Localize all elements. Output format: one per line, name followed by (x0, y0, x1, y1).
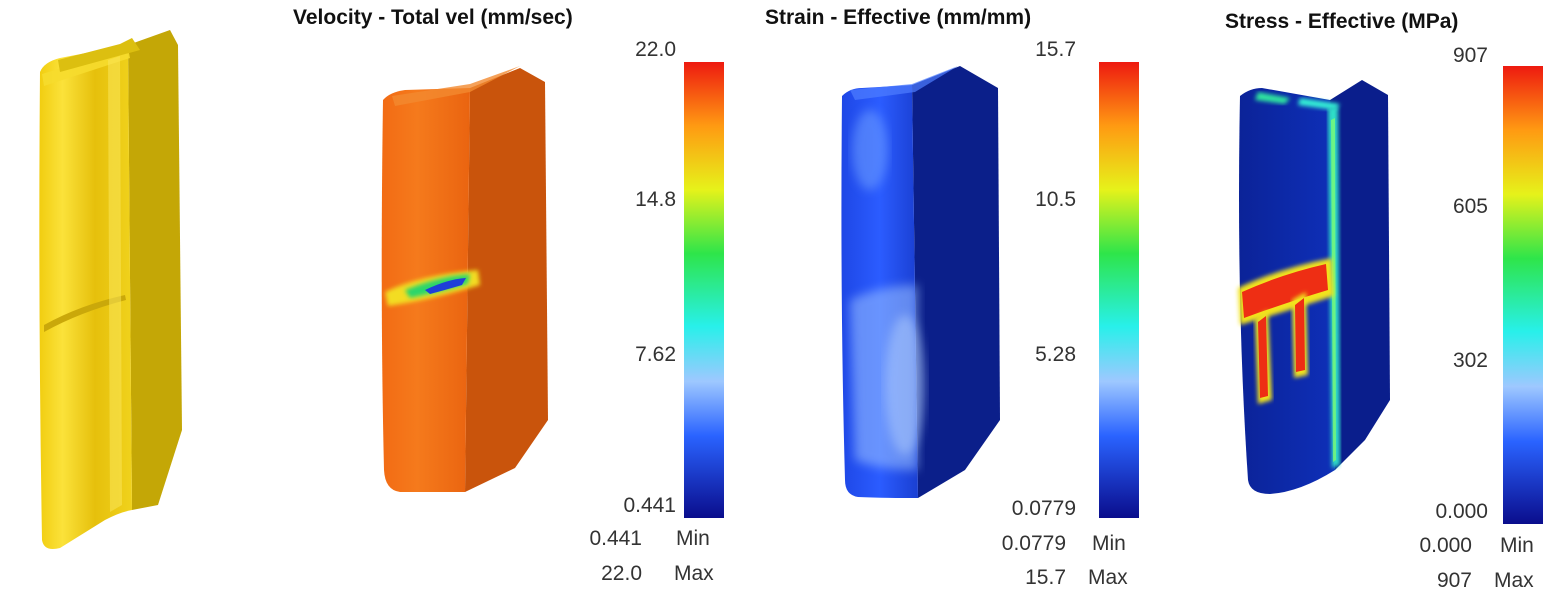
strain-colorbar (1099, 62, 1139, 518)
velocity-max-value: 22.0 (601, 562, 642, 585)
stress-title: Stress - Effective (MPa) (1225, 10, 1459, 33)
stress-part-top-streak (1255, 92, 1290, 104)
strain-tick-2: 10.5 (1035, 188, 1076, 211)
stress-hotspot (1238, 258, 1334, 404)
velocity-part-side-face (465, 68, 548, 492)
velocity-min-value: 0.441 (589, 527, 642, 550)
stress-tick-3: 302 (1452, 349, 1488, 372)
stress-tick-2: 605 (1452, 195, 1488, 218)
strain-part-top-light (850, 66, 958, 100)
geometry-part-crease (44, 295, 126, 332)
velocity-hotspot (385, 270, 480, 306)
velocity-tick-2: 14.8 (635, 188, 676, 211)
velocity-min-label: Min (676, 527, 710, 550)
strain-min-label: Min (1092, 532, 1126, 555)
velocity-part (381, 66, 548, 492)
strain-part-speckle-top (852, 110, 888, 190)
stress-part-side-face (1330, 80, 1390, 470)
stress-max-label: Max (1494, 569, 1534, 592)
stress-tick-min: 0.000 (1435, 500, 1488, 523)
geometry-part-ridge (108, 56, 122, 512)
velocity-colorbar (684, 62, 724, 518)
stress-part (1238, 80, 1390, 494)
velocity-tick-3: 7.62 (635, 343, 676, 366)
geometry-part-side-face (128, 30, 182, 510)
stress-min-label: Min (1500, 534, 1534, 557)
velocity-title: Velocity - Total vel (mm/sec) (293, 6, 573, 29)
strain-tick-3: 5.28 (1035, 343, 1076, 366)
strain-tick-min: 0.0779 (1011, 497, 1076, 520)
strain-part-side-face (912, 66, 1000, 498)
velocity-tick-max: 22.0 (635, 38, 676, 61)
velocity-max-label: Max (674, 562, 714, 585)
stress-part-top-streak-2 (1298, 98, 1340, 110)
stress-colorbar (1503, 66, 1543, 524)
stress-tick-max: 907 (1452, 44, 1488, 67)
stress-max-value: 907 (1436, 569, 1472, 592)
strain-part-speckle-mid (885, 315, 925, 455)
geometry-part-top-edge (58, 38, 140, 72)
strain-max-label: Max (1088, 566, 1128, 589)
velocity-part-top-edge (392, 66, 520, 106)
strain-part (841, 66, 1000, 498)
stress-min-value: 0.000 (1419, 534, 1472, 557)
geometry-part (39, 30, 182, 549)
strain-max-value: 15.7 (1025, 566, 1066, 589)
strain-tick-max: 15.7 (1035, 38, 1076, 61)
velocity-tick-min: 0.441 (623, 494, 676, 517)
strain-title: Strain - Effective (mm/mm) (765, 6, 1032, 29)
strain-min-value: 0.0779 (1001, 532, 1066, 555)
